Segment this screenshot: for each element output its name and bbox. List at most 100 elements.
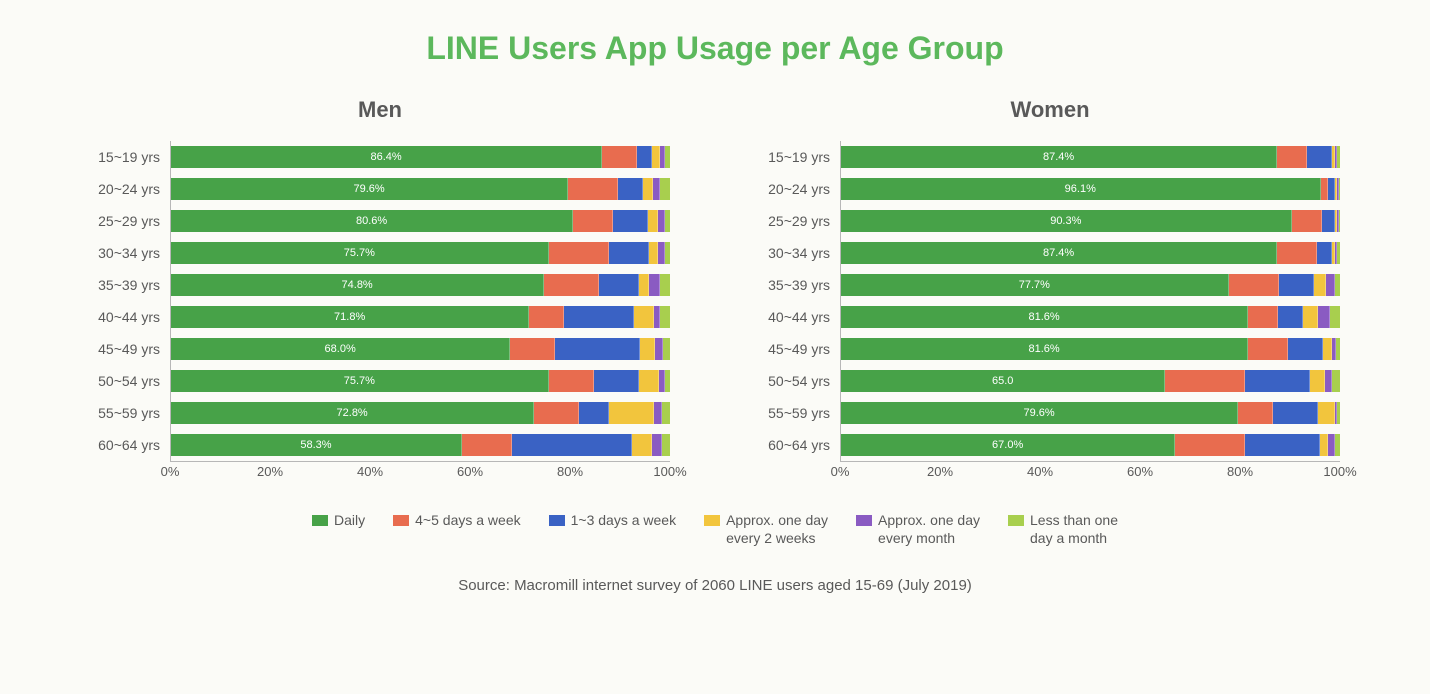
bar-segment-lt (1335, 434, 1340, 456)
bar-segment-lt (1330, 306, 1340, 328)
bar-segment-d45 (1248, 338, 1288, 360)
bar-segment-d13 (1245, 370, 1310, 392)
bar-segment-daily: 77.7% (841, 274, 1229, 296)
bar-segment-bi (634, 306, 654, 328)
bar-row: 86.4% (171, 141, 670, 173)
panel-title: Women (760, 97, 1340, 123)
bar-segment-daily: 74.8% (171, 274, 544, 296)
bar-segment-daily: 87.4% (841, 146, 1277, 168)
panel: Women 15~19 yrs20~24 yrs25~29 yrs30~34 yr… (760, 97, 1340, 484)
x-tick-label: 0% (831, 464, 850, 479)
legend-label: Approx. one dayevery 2 weeks (726, 512, 828, 547)
panels-row: Men15~19 yrs20~24 yrs25~29 yrs30~34 yrs3… (60, 97, 1370, 484)
bar-segment-bi (1320, 434, 1327, 456)
bar-segment-mo (652, 434, 663, 456)
bar-segment-bi (640, 338, 655, 360)
y-category-label: 15~19 yrs (760, 141, 840, 173)
legend-item: Daily (312, 512, 365, 547)
bar-value-label: 96.1% (1065, 183, 1096, 195)
x-axis: 0%20%40%60%80%100% (170, 464, 670, 484)
bar-value-label: 87.4% (1043, 151, 1074, 163)
bar-segment-mo (1325, 370, 1332, 392)
x-tick-label: 60% (1127, 464, 1153, 479)
stacked-bar: 96.1% (841, 178, 1340, 200)
stacked-bar: 86.4% (171, 146, 670, 168)
bars-group: 86.4%79.6%80.6%75.7%74.8%71.8%68.0%75.7%… (171, 141, 670, 461)
bar-value-label: 77.7% (1019, 279, 1050, 291)
bar-segment-d45 (573, 210, 613, 232)
plot-wrap: 86.4%79.6%80.6%75.7%74.8%71.8%68.0%75.7%… (170, 141, 670, 484)
bar-segment-lt (665, 242, 670, 264)
y-category-label: 45~49 yrs (760, 333, 840, 365)
bar-segment-d45 (568, 178, 618, 200)
bar-segment-bi (652, 146, 660, 168)
bar-segment-daily: 80.6% (171, 210, 573, 232)
stacked-bar: 72.8% (171, 402, 670, 424)
bar-segment-d45 (1165, 370, 1245, 392)
bar-segment-d13 (609, 242, 649, 264)
bar-segment-lt (665, 370, 670, 392)
stacked-bar: 81.6% (841, 306, 1340, 328)
y-category-label: 35~39 yrs (90, 269, 170, 301)
bar-segment-lt (1337, 402, 1339, 424)
y-axis-labels: 15~19 yrs20~24 yrs25~29 yrs30~34 yrs35~3… (90, 141, 170, 484)
bar-value-label: 81.6% (1028, 311, 1059, 323)
bar-segment-mo (655, 338, 662, 360)
legend-item: 4~5 days a week (393, 512, 520, 547)
y-category-label: 60~64 yrs (90, 429, 170, 461)
bar-segment-bi (643, 178, 653, 200)
bar-segment-d45 (602, 146, 637, 168)
stacked-bar: 80.6% (171, 210, 670, 232)
bar-segment-d45 (549, 370, 594, 392)
bar-segment-daily: 65.0 (841, 370, 1165, 392)
y-category-label: 25~29 yrs (90, 205, 170, 237)
bar-row: 81.6% (841, 301, 1340, 333)
bar-segment-daily: 86.4% (171, 146, 602, 168)
stacked-bar: 67.0% (841, 434, 1340, 456)
bar-value-label: 80.6% (356, 215, 387, 227)
y-category-label: 30~34 yrs (760, 237, 840, 269)
stacked-bar: 79.6% (171, 178, 670, 200)
bar-segment-lt (1339, 178, 1340, 200)
bar-row: 81.6% (841, 333, 1340, 365)
legend-label: Approx. one dayevery month (878, 512, 980, 547)
y-category-label: 60~64 yrs (760, 429, 840, 461)
bar-segment-bi (649, 242, 659, 264)
bar-value-label: 79.6% (353, 183, 384, 195)
x-tick-label: 80% (1227, 464, 1253, 479)
bar-segment-d13 (1307, 146, 1332, 168)
stacked-bar: 65.0 (841, 370, 1340, 392)
bar-row: 80.6% (171, 205, 670, 237)
x-axis: 0%20%40%60%80%100% (840, 464, 1340, 484)
x-tick-label: 80% (557, 464, 583, 479)
x-tick-label: 100% (1323, 464, 1356, 479)
bar-segment-bi (1303, 306, 1318, 328)
bar-segment-daily: 75.7% (171, 370, 549, 392)
bar-segment-bi (1314, 274, 1326, 296)
bar-segment-daily: 68.0% (171, 338, 510, 360)
bar-segment-d13 (1288, 338, 1323, 360)
x-tick-label: 100% (653, 464, 686, 479)
bar-segment-d45 (1175, 434, 1245, 456)
chart-area: 15~19 yrs20~24 yrs25~29 yrs30~34 yrs35~3… (760, 141, 1340, 484)
bar-segment-d13 (594, 370, 639, 392)
stacked-bar: 87.4% (841, 146, 1340, 168)
bar-segment-d13 (579, 402, 609, 424)
bar-segment-mo (1318, 306, 1330, 328)
bar-segment-d13 (512, 434, 632, 456)
bar-row: 75.7% (171, 365, 670, 397)
bar-segment-daily: 67.0% (841, 434, 1175, 456)
stacked-bar: 71.8% (171, 306, 670, 328)
bar-segment-mo (654, 402, 662, 424)
bar-value-label: 90.3% (1050, 215, 1081, 227)
stacked-bar: 75.7% (171, 370, 670, 392)
bar-segment-bi (1318, 402, 1335, 424)
y-category-label: 15~19 yrs (90, 141, 170, 173)
bar-value-label: 72.8% (337, 407, 368, 419)
stacked-bar: 79.6% (841, 402, 1340, 424)
legend-label: 4~5 days a week (415, 512, 520, 530)
stacked-bar: 68.0% (171, 338, 670, 360)
bar-segment-daily: 72.8% (171, 402, 534, 424)
bar-segment-d45 (544, 274, 599, 296)
bar-value-label: 67.0% (992, 439, 1023, 451)
